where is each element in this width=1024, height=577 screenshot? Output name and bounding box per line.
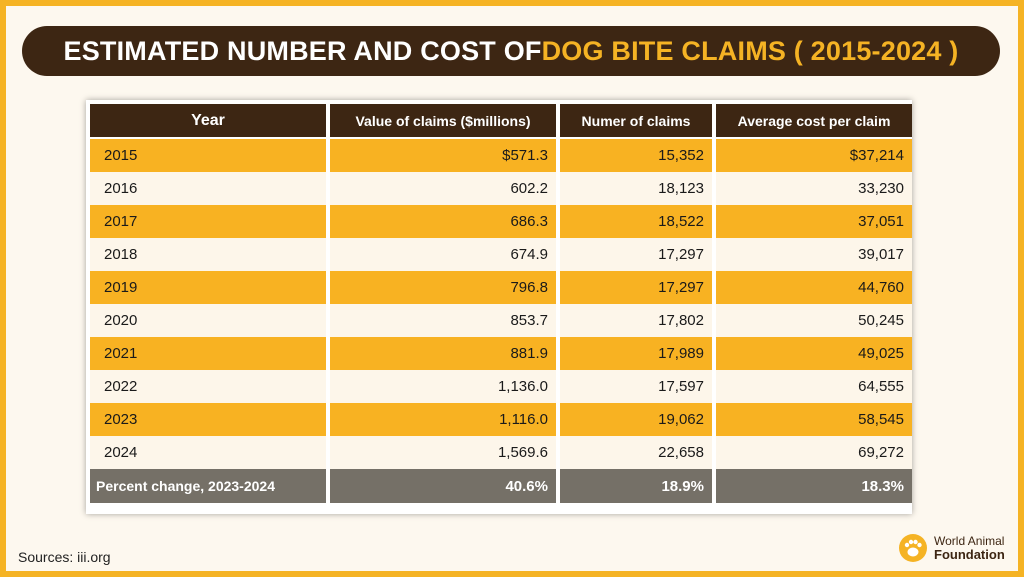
value-cell: 686.3	[330, 205, 556, 238]
column-header: Year	[90, 104, 326, 139]
count-cell: 19,062	[560, 403, 712, 436]
percent-change-value: 40.6%	[330, 469, 556, 503]
year-cell: 2021	[90, 337, 326, 370]
value-cell: 1,116.0	[330, 403, 556, 436]
table-row: 2021 881.9 17,989 49,025	[90, 337, 912, 370]
year-cell: 2023	[90, 403, 326, 436]
avg-cost-cell: 39,017	[716, 238, 912, 271]
value-cell: 1,136.0	[330, 370, 556, 403]
table-header-row: Year Value of claims ($millions) Numer o…	[90, 104, 912, 139]
avg-cost-cell: 50,245	[716, 304, 912, 337]
avg-cost-cell: 58,545	[716, 403, 912, 436]
brand-name-line-1: World Animal	[934, 534, 1005, 548]
percent-change-count: 18.9%	[560, 469, 712, 503]
avg-cost-cell: 69,272	[716, 436, 912, 469]
paw-logo-icon	[899, 534, 927, 562]
value-cell: 796.8	[330, 271, 556, 304]
percent-change-label: Percent change, 2023-2024	[90, 469, 326, 503]
year-cell: 2018	[90, 238, 326, 271]
count-cell: 18,123	[560, 172, 712, 205]
title-part-2: DOG BITE CLAIMS ( 2015-2024 )	[541, 35, 959, 66]
percent-change-avg-cost: 18.3%	[716, 469, 912, 503]
column-header: Value of claims ($millions)	[330, 104, 556, 139]
column-header: Average cost per claim	[716, 104, 912, 139]
count-cell: 17,297	[560, 238, 712, 271]
claims-table: Year Value of claims ($millions) Numer o…	[86, 104, 916, 503]
year-cell: 2015	[90, 139, 326, 172]
value-cell: 602.2	[330, 172, 556, 205]
table-row: 2016 602.2 18,123 33,230	[90, 172, 912, 205]
column-header: Numer of claims	[560, 104, 712, 139]
value-cell: 853.7	[330, 304, 556, 337]
brand-name-line-2: Foundation	[934, 547, 1005, 562]
avg-cost-cell: 64,555	[716, 370, 912, 403]
table-row: 2023 1,116.0 19,062 58,545	[90, 403, 912, 436]
claims-table-container: Year Value of claims ($millions) Numer o…	[86, 100, 912, 514]
table-row: 2015 $571.3 15,352 $37,214	[90, 139, 912, 172]
title-part-1: ESTIMATED NUMBER AND COST OF	[63, 35, 542, 66]
count-cell: 18,522	[560, 205, 712, 238]
year-cell: 2019	[90, 271, 326, 304]
table-row: 2022 1,136.0 17,597 64,555	[90, 370, 912, 403]
table-row: 2019 796.8 17,297 44,760	[90, 271, 912, 304]
value-cell: 1,569.6	[330, 436, 556, 469]
table-row: 2020 853.7 17,802 50,245	[90, 304, 912, 337]
count-cell: 17,297	[560, 271, 712, 304]
count-cell: 17,802	[560, 304, 712, 337]
percent-change-row: Percent change, 2023-2024 40.6% 18.9% 18…	[90, 469, 912, 503]
avg-cost-cell: 37,051	[716, 205, 912, 238]
year-cell: 2022	[90, 370, 326, 403]
table-row: 2017 686.3 18,522 37,051	[90, 205, 912, 238]
value-cell: $571.3	[330, 139, 556, 172]
count-cell: 17,597	[560, 370, 712, 403]
table-row: 2024 1,569.6 22,658 69,272	[90, 436, 912, 469]
page-title: ESTIMATED NUMBER AND COST OF DOG BITE CL…	[22, 26, 1000, 76]
table-row: 2018 674.9 17,297 39,017	[90, 238, 912, 271]
avg-cost-cell: 44,760	[716, 271, 912, 304]
avg-cost-cell: $37,214	[716, 139, 912, 172]
avg-cost-cell: 33,230	[716, 172, 912, 205]
value-cell: 674.9	[330, 238, 556, 271]
year-cell: 2017	[90, 205, 326, 238]
avg-cost-cell: 49,025	[716, 337, 912, 370]
year-cell: 2024	[90, 436, 326, 469]
value-cell: 881.9	[330, 337, 556, 370]
year-cell: 2020	[90, 304, 326, 337]
source-note: Sources: iii.org	[18, 549, 111, 565]
count-cell: 17,989	[560, 337, 712, 370]
brand-logo: World Animal Foundation	[898, 530, 1016, 566]
count-cell: 15,352	[560, 139, 712, 172]
count-cell: 22,658	[560, 436, 712, 469]
year-cell: 2016	[90, 172, 326, 205]
